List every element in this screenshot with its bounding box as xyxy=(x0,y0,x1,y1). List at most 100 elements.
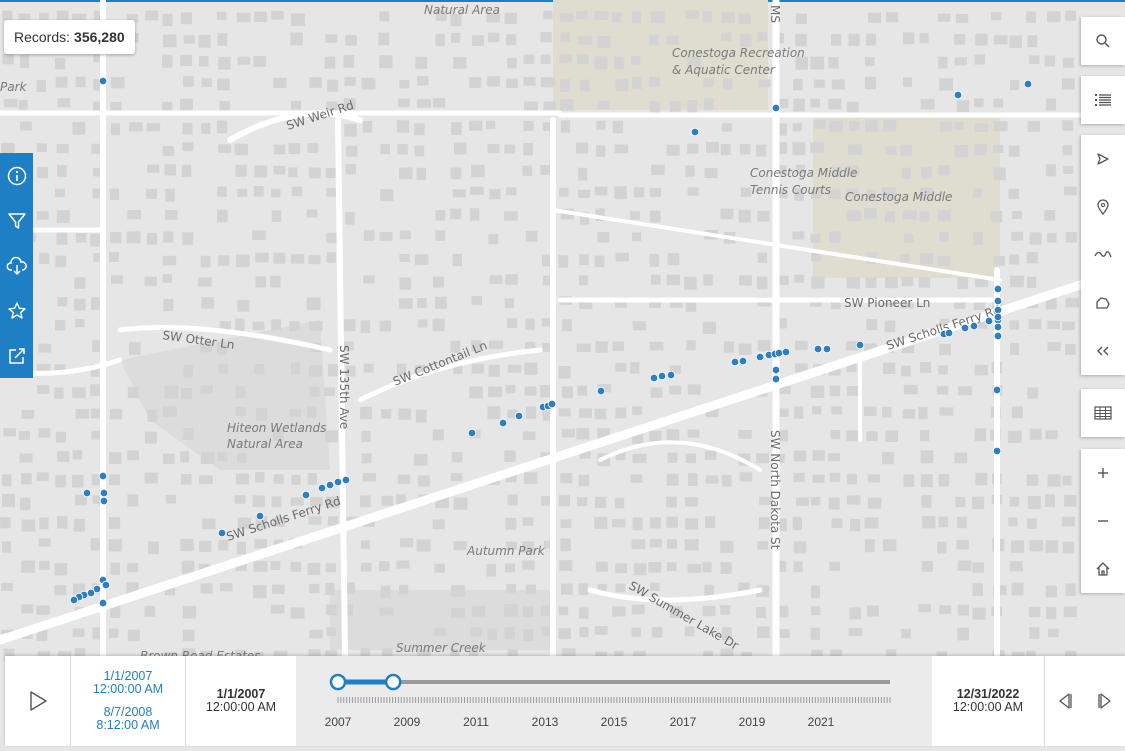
incident-point[interactable] xyxy=(98,598,108,608)
incident-point[interactable] xyxy=(649,373,659,383)
navigate-icon xyxy=(1097,153,1109,165)
incident-point[interactable] xyxy=(333,477,343,487)
favorites-button[interactable] xyxy=(0,288,33,333)
play-icon xyxy=(29,691,47,711)
incident-point[interactable] xyxy=(944,328,954,338)
label-natural-area: Natural Area xyxy=(424,3,500,17)
home-button[interactable] xyxy=(1081,545,1125,593)
incident-point[interactable] xyxy=(86,588,96,598)
incident-point[interactable] xyxy=(953,90,963,100)
play-button[interactable] xyxy=(5,656,71,746)
incident-point[interactable] xyxy=(771,374,781,384)
current-start-date: 1/1/2007 xyxy=(103,669,153,683)
incident-point[interactable] xyxy=(730,357,740,367)
slider-end-thumb[interactable] xyxy=(384,673,402,691)
legend-group xyxy=(1081,76,1125,124)
incident-point[interactable] xyxy=(993,312,1003,322)
incident-point[interactable] xyxy=(993,322,1003,332)
zoom-out-icon xyxy=(1098,520,1108,522)
incident-point[interactable] xyxy=(325,480,335,490)
time-slider: 1/1/2007 12:00:00 AM 8/7/2008 8:12:00 AM… xyxy=(5,656,1125,746)
incident-point[interactable] xyxy=(341,475,351,485)
zoom-out-button[interactable] xyxy=(1081,497,1125,545)
incident-point[interactable] xyxy=(547,399,557,409)
incident-point[interactable] xyxy=(255,511,265,521)
road-scholls-ferry xyxy=(0,280,1085,645)
previous-icon xyxy=(1059,693,1072,709)
incident-point[interactable] xyxy=(781,347,791,357)
min-time: 1/1/2007 12:00:00 AM xyxy=(186,656,296,746)
share-button[interactable] xyxy=(0,333,33,378)
incident-point[interactable] xyxy=(98,471,108,481)
slider-svg xyxy=(329,673,891,703)
label-summer-creek: Summer Creek xyxy=(396,641,487,655)
incident-point[interactable] xyxy=(596,386,606,396)
incident-point[interactable] xyxy=(774,348,784,358)
incident-point[interactable] xyxy=(993,296,1003,306)
next-button[interactable] xyxy=(1085,656,1125,746)
legend-button[interactable] xyxy=(1081,76,1125,124)
incident-point[interactable] xyxy=(69,595,79,605)
incident-point[interactable] xyxy=(101,580,111,590)
year-tick-label: 2017 xyxy=(669,715,697,729)
select-button[interactable] xyxy=(1081,135,1125,183)
incident-point[interactable] xyxy=(301,490,311,500)
incident-point[interactable] xyxy=(690,127,700,137)
incident-point[interactable] xyxy=(822,344,832,354)
incident-point[interactable] xyxy=(467,428,477,438)
incident-point[interactable] xyxy=(98,76,108,86)
road-label-ms: MS xyxy=(768,5,782,23)
incident-point[interactable] xyxy=(514,411,524,421)
label-tennis-2: Tennis Courts xyxy=(750,183,831,197)
incident-point[interactable] xyxy=(99,496,109,506)
download-button[interactable] xyxy=(0,243,33,288)
incident-point[interactable] xyxy=(993,284,1003,294)
incident-point[interactable] xyxy=(771,365,781,375)
share-icon xyxy=(8,347,25,364)
incident-point[interactable] xyxy=(99,488,109,498)
incident-point[interactable] xyxy=(855,340,865,350)
search-icon xyxy=(1096,34,1110,48)
slider-start-thumb[interactable] xyxy=(329,673,347,691)
incident-point[interactable] xyxy=(969,321,979,331)
year-tick-label: 2021 xyxy=(807,715,835,729)
label-conestoga-rec: Conestoga Recreation xyxy=(672,46,805,60)
incident-point[interactable] xyxy=(217,528,227,538)
incident-point[interactable] xyxy=(992,385,1002,395)
incident-point[interactable] xyxy=(993,331,1003,341)
incident-point[interactable] xyxy=(984,316,994,326)
search-button[interactable] xyxy=(1081,17,1125,65)
year-tick-label: 2015 xyxy=(600,715,628,729)
incident-point[interactable] xyxy=(657,371,667,381)
draw-point-button[interactable] xyxy=(1081,183,1125,231)
incident-point[interactable] xyxy=(82,488,92,498)
draw-line-button[interactable] xyxy=(1081,231,1125,279)
label-park: Park xyxy=(0,80,28,94)
incident-point[interactable] xyxy=(666,370,676,380)
incident-point[interactable] xyxy=(92,584,102,594)
info-icon xyxy=(7,166,26,185)
table-button[interactable] xyxy=(1081,389,1125,437)
incident-point[interactable] xyxy=(1023,79,1033,89)
draw-polygon-button[interactable] xyxy=(1081,279,1125,327)
slider-track-area[interactable]: 2007 2009 2011 2013 2015 2017 2019 2021 xyxy=(296,656,932,746)
collapse-icon xyxy=(1097,346,1109,356)
incident-point[interactable] xyxy=(755,352,765,362)
incident-point[interactable] xyxy=(992,446,1002,456)
current-start-time: 12:00:00 AM xyxy=(92,682,164,696)
incident-point[interactable] xyxy=(738,356,748,366)
zoom-in-button[interactable] xyxy=(1081,449,1125,497)
incident-point[interactable] xyxy=(771,103,781,113)
collapse-button[interactable] xyxy=(1081,327,1125,375)
road-label-pioneer: SW Pioneer Ln xyxy=(844,296,930,310)
incident-point[interactable] xyxy=(317,483,327,493)
incident-point[interactable] xyxy=(960,323,970,333)
previous-button[interactable] xyxy=(1045,656,1085,746)
incident-point[interactable] xyxy=(993,305,1003,315)
incident-point[interactable] xyxy=(498,418,508,428)
incident-point[interactable] xyxy=(813,344,823,354)
zoom-group xyxy=(1081,449,1125,593)
info-button[interactable] xyxy=(0,153,33,198)
filter-button[interactable] xyxy=(0,198,33,243)
